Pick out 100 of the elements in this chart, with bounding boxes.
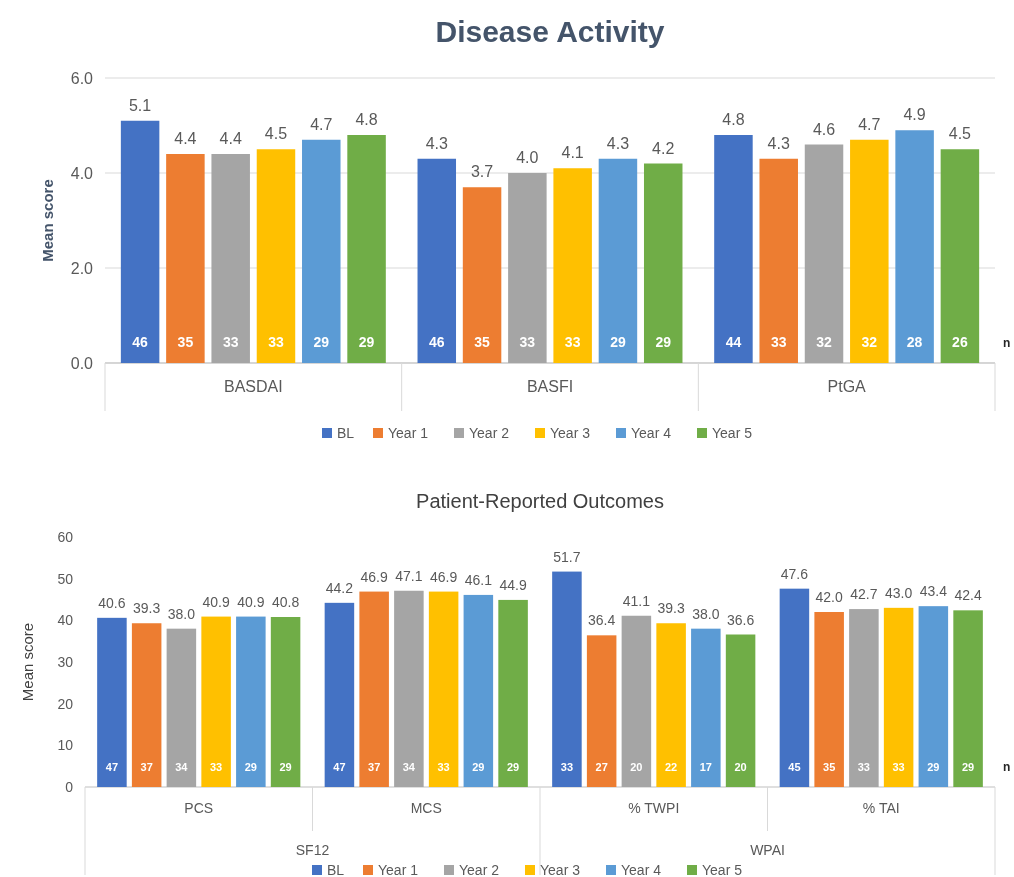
bar <box>804 144 844 363</box>
annotation: 29 <box>655 334 672 350</box>
legend-label: Year 4 <box>621 861 662 877</box>
data-label: 46.1 <box>464 571 493 588</box>
bar <box>462 187 502 363</box>
annotation: 29 <box>472 761 485 773</box>
data-label: 40.9 <box>202 593 230 610</box>
annotation: 33 <box>560 761 574 773</box>
data-label: 39.3 <box>133 600 161 617</box>
y-tick-label: 40 <box>57 612 74 629</box>
annotation: 33 <box>519 334 536 350</box>
bar <box>691 628 721 787</box>
text: n <box>1003 336 1011 350</box>
y-axis-title: Mean score <box>19 622 36 702</box>
bar <box>463 594 494 787</box>
bar <box>201 616 231 787</box>
bar <box>256 149 296 363</box>
y-axis-title: Mean score <box>39 179 56 262</box>
annotation: 20 <box>630 761 643 773</box>
bar <box>302 139 341 363</box>
y-tick-label: 60 <box>57 528 74 545</box>
bar <box>814 612 844 787</box>
legend-label: BL <box>337 424 355 441</box>
data-label: 41.1 <box>622 592 651 609</box>
annotation: 33 <box>770 334 787 350</box>
data-label: 4.0 <box>516 149 539 166</box>
data-label: 4.6 <box>812 120 836 138</box>
bar <box>553 168 592 363</box>
annotation: 34 <box>175 761 189 773</box>
y-tick-label: 6.0 <box>70 69 94 87</box>
annotation: 32 <box>861 334 878 350</box>
legend-label: Year 2 <box>469 424 510 441</box>
x-tick-label: BASDAI <box>223 377 283 395</box>
data-label: 43.4 <box>919 583 948 600</box>
y-tick-label: 20 <box>57 695 74 712</box>
legend-label: Year 2 <box>459 861 500 877</box>
annotation: 29 <box>506 761 520 773</box>
annotation: 29 <box>610 334 626 350</box>
bar <box>779 588 810 787</box>
bar <box>598 158 638 363</box>
data-label: 4.1 <box>561 144 584 162</box>
data-label: 44.2 <box>325 579 354 596</box>
legend-label: Year 3 <box>540 861 581 877</box>
annotation: 47 <box>105 761 119 773</box>
data-label: 47.1 <box>395 567 423 584</box>
data-label: 4.7 <box>310 115 333 133</box>
data-label: 4.3 <box>425 134 448 152</box>
annotation: 29 <box>927 761 940 773</box>
chart-title: Patient-Reported Outcomes <box>416 490 664 512</box>
annotation: 37 <box>368 761 381 773</box>
bar <box>166 154 205 363</box>
bar <box>347 135 386 363</box>
x-tick-label: % TAI <box>862 799 900 816</box>
data-label: 46.9 <box>360 568 388 585</box>
annotation: 22 <box>664 761 678 773</box>
data-label: 36.4 <box>588 612 616 629</box>
annotation: 47 <box>333 761 346 773</box>
data-label: 42.0 <box>815 589 843 605</box>
bar <box>166 628 197 787</box>
annotation: 35 <box>177 334 194 350</box>
bar <box>211 154 250 363</box>
y-tick-label: 2.0 <box>70 259 94 277</box>
data-label: 4.8 <box>355 111 378 128</box>
data-label: 4.4 <box>174 130 197 147</box>
data-label: 36.6 <box>726 611 755 628</box>
y-tick-label: 0.0 <box>70 354 94 372</box>
data-label: 3.7 <box>470 163 494 181</box>
text: SF12 <box>295 841 330 858</box>
annotation: 46 <box>132 334 149 350</box>
x-tick-label: PtGA <box>827 377 867 395</box>
annotation: 29 <box>244 761 257 773</box>
annotation: 33 <box>564 334 581 350</box>
bar <box>428 591 459 787</box>
legend-label: Year 5 <box>702 861 743 877</box>
text: n <box>1003 760 1011 774</box>
bar <box>895 130 934 363</box>
bar <box>120 120 160 363</box>
y-tick-label: 0 <box>65 778 74 795</box>
data-label: 47.6 <box>780 565 809 582</box>
annotation: 17 <box>699 761 712 773</box>
annotation: 27 <box>595 761 608 773</box>
legend-label: BL <box>327 861 345 877</box>
annotation: 33 <box>209 761 223 773</box>
bar <box>498 599 528 787</box>
bar <box>953 610 983 787</box>
annotation: 35 <box>474 334 491 350</box>
annotation: 33 <box>222 334 239 350</box>
legend-label: Year 1 <box>388 424 429 441</box>
data-label: 4.9 <box>903 106 926 124</box>
annotation: 29 <box>279 761 292 773</box>
bar <box>918 606 949 787</box>
x-tick-label: PCS <box>184 799 214 816</box>
bar <box>883 607 914 787</box>
x-tick-label: MCS <box>410 799 442 816</box>
bar <box>759 158 798 363</box>
y-tick-label: 30 <box>57 653 74 670</box>
bar <box>270 617 301 787</box>
data-label: 4.8 <box>722 111 745 128</box>
bar <box>849 609 879 787</box>
bar <box>940 149 980 363</box>
